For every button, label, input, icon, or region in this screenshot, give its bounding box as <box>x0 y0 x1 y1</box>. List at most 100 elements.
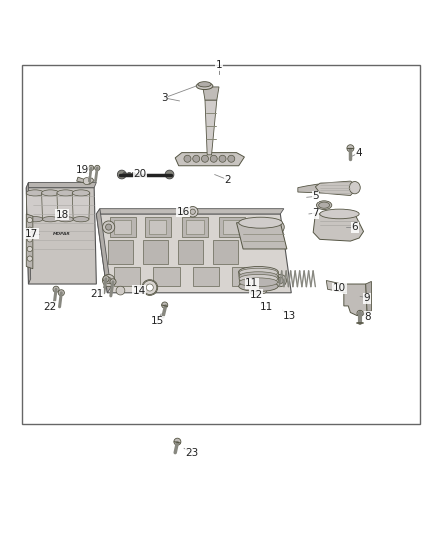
Polygon shape <box>149 220 166 234</box>
Circle shape <box>27 256 32 261</box>
Text: 12: 12 <box>250 290 263 300</box>
Circle shape <box>193 155 200 162</box>
Circle shape <box>102 221 115 233</box>
Circle shape <box>102 274 115 287</box>
Text: 16: 16 <box>177 207 190 217</box>
Polygon shape <box>315 181 356 196</box>
Circle shape <box>131 172 136 177</box>
Circle shape <box>27 246 32 252</box>
Ellipse shape <box>239 272 278 280</box>
Circle shape <box>142 280 158 295</box>
Circle shape <box>210 155 217 162</box>
Polygon shape <box>182 217 208 237</box>
Polygon shape <box>219 217 245 237</box>
Circle shape <box>123 172 127 177</box>
Ellipse shape <box>27 216 43 222</box>
Ellipse shape <box>350 182 360 194</box>
Ellipse shape <box>42 190 59 196</box>
Ellipse shape <box>239 278 278 287</box>
Polygon shape <box>96 209 284 214</box>
Polygon shape <box>114 220 131 234</box>
Text: 21: 21 <box>91 289 104 298</box>
Text: 19: 19 <box>76 165 89 175</box>
Text: 5: 5 <box>312 191 319 201</box>
Text: 1: 1 <box>215 60 223 70</box>
Text: 6: 6 <box>351 222 358 232</box>
Polygon shape <box>205 100 217 155</box>
Circle shape <box>274 274 286 287</box>
Polygon shape <box>239 272 279 286</box>
Circle shape <box>143 280 157 295</box>
Text: 7: 7 <box>312 208 319 218</box>
Circle shape <box>187 206 198 217</box>
Ellipse shape <box>26 190 44 196</box>
Polygon shape <box>96 214 291 293</box>
Polygon shape <box>175 152 244 166</box>
Text: 8: 8 <box>364 312 371 322</box>
Circle shape <box>127 172 131 177</box>
Polygon shape <box>344 284 367 316</box>
Polygon shape <box>213 240 238 264</box>
Circle shape <box>27 237 32 242</box>
Ellipse shape <box>42 216 58 222</box>
Text: 20: 20 <box>134 168 147 179</box>
Ellipse shape <box>320 209 359 219</box>
Ellipse shape <box>239 266 278 277</box>
Text: 2: 2 <box>224 175 231 185</box>
Circle shape <box>174 438 181 445</box>
Text: 10: 10 <box>333 284 346 293</box>
Polygon shape <box>26 214 33 269</box>
Polygon shape <box>72 193 90 219</box>
Polygon shape <box>237 223 287 249</box>
Circle shape <box>184 155 191 162</box>
Circle shape <box>106 278 112 284</box>
Ellipse shape <box>196 83 213 90</box>
Polygon shape <box>193 268 219 286</box>
Polygon shape <box>26 193 44 219</box>
Circle shape <box>277 278 283 284</box>
Text: 11: 11 <box>245 278 258 288</box>
Circle shape <box>146 284 153 291</box>
Polygon shape <box>96 209 111 293</box>
Text: 15: 15 <box>151 316 164 326</box>
Polygon shape <box>240 279 279 282</box>
Text: 3: 3 <box>161 93 168 103</box>
Circle shape <box>117 170 126 179</box>
Ellipse shape <box>198 82 211 87</box>
Circle shape <box>83 177 90 184</box>
Polygon shape <box>108 240 133 264</box>
Ellipse shape <box>316 201 332 209</box>
Polygon shape <box>26 188 96 284</box>
Circle shape <box>95 165 100 171</box>
Circle shape <box>219 155 226 162</box>
Polygon shape <box>232 268 258 286</box>
Circle shape <box>110 279 116 285</box>
Text: 22: 22 <box>44 302 57 312</box>
Circle shape <box>258 285 267 294</box>
Circle shape <box>165 170 174 179</box>
Circle shape <box>357 310 363 317</box>
Ellipse shape <box>73 216 89 222</box>
Polygon shape <box>366 281 371 311</box>
Text: 4: 4 <box>356 148 363 158</box>
Circle shape <box>201 155 208 162</box>
Polygon shape <box>77 177 94 184</box>
Ellipse shape <box>239 268 278 277</box>
Ellipse shape <box>239 274 278 283</box>
Circle shape <box>58 290 64 296</box>
Circle shape <box>162 302 168 308</box>
Polygon shape <box>145 217 171 237</box>
Polygon shape <box>57 193 74 219</box>
Polygon shape <box>42 193 59 219</box>
Polygon shape <box>178 240 203 264</box>
Circle shape <box>145 283 154 292</box>
Circle shape <box>27 227 32 232</box>
Polygon shape <box>143 240 168 264</box>
Circle shape <box>103 276 109 282</box>
Ellipse shape <box>318 202 330 208</box>
Circle shape <box>88 165 94 171</box>
Circle shape <box>333 284 340 290</box>
Ellipse shape <box>72 190 90 196</box>
Polygon shape <box>114 268 140 286</box>
Ellipse shape <box>239 281 278 292</box>
